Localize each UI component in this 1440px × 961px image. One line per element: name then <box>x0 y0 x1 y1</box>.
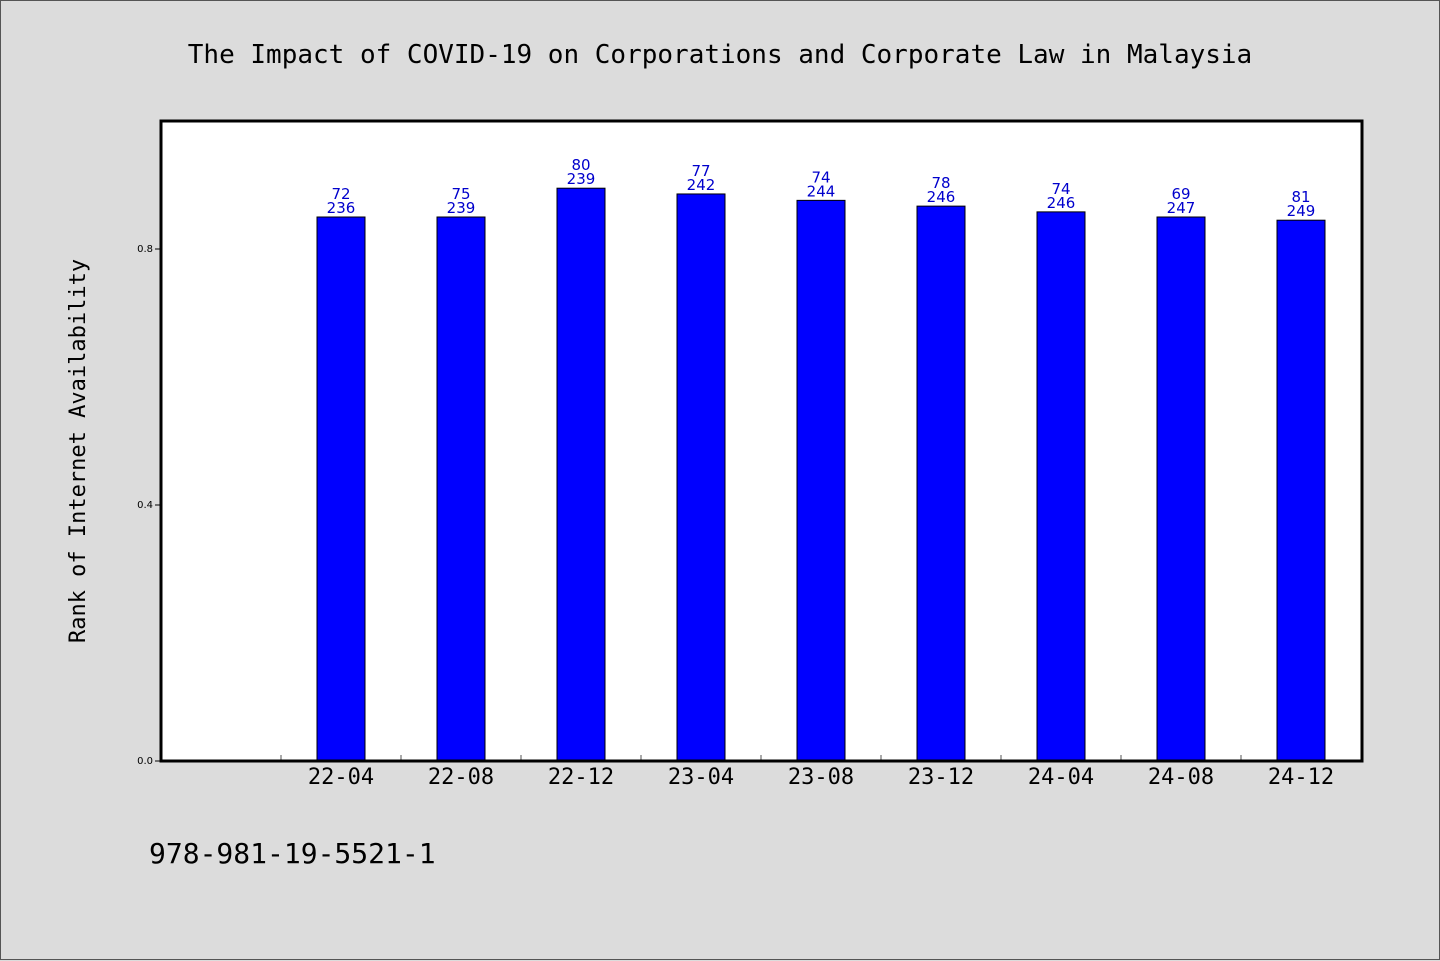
bar-label-22-04-1: 72 <box>331 185 350 203</box>
x-tick-label: 23-12 <box>908 765 974 790</box>
bar-label-24-04-1: 74 <box>1051 180 1070 198</box>
bar-label-24-08-1: 69 <box>1171 185 1190 203</box>
x-tick-label: 24-12 <box>1268 765 1334 790</box>
bar-22-04 <box>316 216 366 762</box>
x-tick-label: 22-08 <box>428 765 494 790</box>
bar-22-12 <box>556 187 606 762</box>
bar-label-23-12-2: 246 <box>927 188 956 206</box>
x-axis-ticks: 22-04 22-08 22-12 23-04 23-08 23-12 24-04 24-08… <box>280 755 1362 790</box>
bar-label-23-08-1: 74 <box>811 168 830 186</box>
y-axis-ticks: 0.0 0.4 0.8 <box>137 244 161 767</box>
footer-isbn: 978-981-19-5521-1 <box>149 837 436 870</box>
bar-label-22-12-2: 239 <box>567 170 596 188</box>
y-axis-label: Rank of Internet Availability <box>66 259 91 643</box>
chart-title: The Impact of COVID-19 on Corporations a… <box>188 40 1252 70</box>
x-tick-label: 23-04 <box>668 765 734 790</box>
bar-23-12 <box>916 205 966 762</box>
bar-label-23-08-2: 244 <box>807 182 836 200</box>
y-tick-label: 0.0 <box>137 756 153 767</box>
bar-24-04 <box>1036 211 1086 762</box>
bar-label-22-08-1: 75 <box>451 185 470 203</box>
plot-border <box>159 119 1364 763</box>
bar-23-08 <box>796 199 846 762</box>
y-tick-label: 0.4 <box>137 500 153 511</box>
x-tick-label: 22-12 <box>548 765 614 790</box>
bar-24-08 <box>1156 216 1206 762</box>
bars-group <box>316 187 1326 762</box>
bar-22-08 <box>436 216 486 762</box>
y-tick-label: 0.8 <box>137 244 153 255</box>
x-tick-label: 24-04 <box>1028 765 1094 790</box>
x-tick-label: 23-08 <box>788 765 854 790</box>
bar-label-22-12-1: 80 <box>571 156 590 174</box>
bar-label-24-12-1: 81 <box>1291 188 1310 206</box>
bar-label-24-04-2: 246 <box>1047 194 1076 212</box>
x-tick-label: 22-04 <box>308 765 374 790</box>
bar-label-23-12-1: 78 <box>931 174 950 192</box>
bar-label-24-08-2: 247 <box>1167 199 1196 217</box>
bar-label-22-04-2: 236 <box>327 199 356 217</box>
bar-label-22-08-2: 239 <box>447 199 476 217</box>
bar-23-04 <box>676 193 726 762</box>
bar-label-23-04-1: 77 <box>691 162 710 180</box>
bar-24-12 <box>1276 219 1326 762</box>
bar-label-23-04-2: 242 <box>687 176 716 194</box>
x-tick-label: 24-08 <box>1148 765 1214 790</box>
bar-label-24-12-2: 249 <box>1287 202 1316 220</box>
